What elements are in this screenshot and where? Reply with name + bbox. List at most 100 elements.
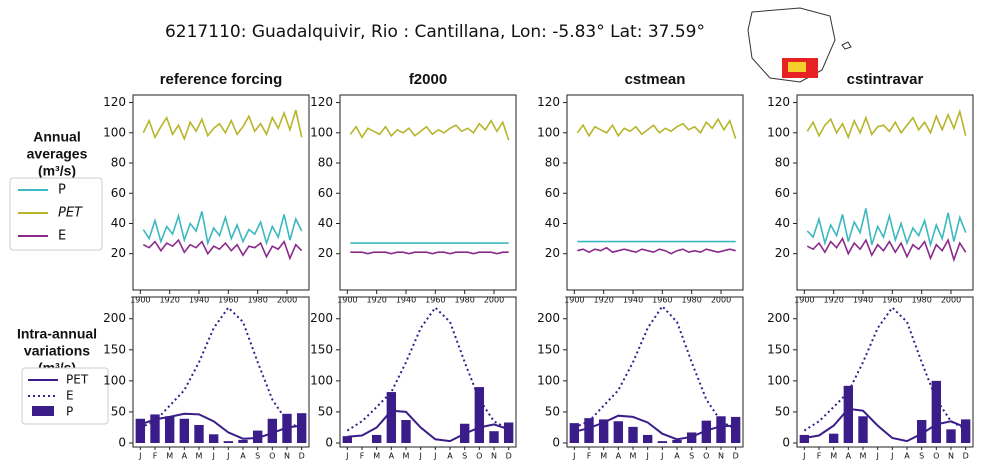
plot-area	[132, 94, 310, 291]
y-tick-label: 100	[103, 373, 126, 387]
x-tick-label: 1980	[681, 296, 701, 305]
bar	[931, 380, 942, 443]
bar	[194, 424, 204, 443]
x-tick-label: S	[689, 452, 694, 461]
x-tick-label: A	[389, 452, 395, 461]
x-tick-label: N	[284, 452, 290, 461]
x-tick-label: N	[491, 452, 497, 461]
y-tick-label: 100	[537, 373, 560, 387]
x-tick-label: M	[196, 452, 203, 461]
x-tick-label: S	[255, 452, 260, 461]
x-tick-label: 1900	[337, 296, 357, 305]
y-tick-label: 150	[767, 342, 790, 356]
row-label-line: averages	[27, 146, 88, 162]
bar	[960, 419, 971, 443]
bar	[386, 392, 397, 443]
bar	[686, 432, 697, 443]
bar	[799, 434, 810, 443]
bar	[489, 431, 499, 443]
y-tick-label: 80	[545, 156, 560, 170]
y-tick-label: 20	[775, 246, 790, 260]
series-line	[142, 211, 303, 246]
row-label-line: variations	[24, 343, 90, 359]
x-tick-label: 1980	[454, 296, 474, 305]
y-tick-label: 120	[103, 95, 126, 109]
x-tick-label: D	[963, 452, 969, 461]
y-tick-label: 50	[545, 404, 560, 418]
y-tick-label: 120	[537, 95, 560, 109]
series-line	[573, 304, 737, 431]
y-tick-label: 120	[310, 95, 333, 109]
x-tick-label: J	[572, 452, 575, 461]
x-tick-label: J	[345, 452, 348, 461]
bar	[296, 413, 307, 443]
legend-label: PET	[66, 373, 89, 387]
row-label-line: Annual	[33, 129, 80, 145]
x-tick-label: 1960	[218, 296, 238, 305]
bar	[238, 439, 248, 443]
row-label-line: (m³/s)	[38, 163, 76, 179]
y-tick-label: 20	[545, 246, 560, 260]
panel-title: cstintravar	[847, 71, 924, 88]
bar	[628, 426, 638, 443]
series-line	[139, 412, 302, 440]
bar	[179, 418, 190, 443]
bar	[342, 436, 353, 443]
y-tick-label: 60	[111, 186, 126, 200]
x-tick-label: 1920	[593, 296, 613, 305]
x-tick-label: A	[240, 452, 246, 461]
x-tick-label: A	[674, 452, 680, 461]
y-tick-label: 200	[310, 311, 333, 325]
x-tick-label: 1960	[652, 296, 672, 305]
x-tick-label: 1940	[189, 296, 209, 305]
x-tick-label: 1980	[911, 296, 931, 305]
x-tick-label: D	[733, 452, 739, 461]
y-tick-label: 80	[318, 156, 333, 170]
x-tick-label: O	[703, 452, 709, 461]
y-tick-label: 40	[775, 216, 790, 230]
series-line	[806, 208, 967, 248]
x-tick-label: 1960	[882, 296, 902, 305]
x-tick-label: M	[403, 452, 410, 461]
y-tick-label: 20	[111, 246, 126, 260]
x-tick-label: N	[718, 452, 724, 461]
y-tick-label: 60	[545, 186, 560, 200]
bar	[164, 416, 175, 443]
x-tick-label: O	[476, 452, 482, 461]
x-tick-label: M	[600, 452, 607, 461]
x-tick-label: 2000	[277, 296, 297, 305]
x-tick-label: M	[166, 452, 173, 461]
y-tick-label: 60	[318, 186, 333, 200]
x-tick-label: M	[630, 452, 637, 461]
series-line	[806, 108, 967, 140]
bar	[701, 420, 712, 443]
y-tick-label: 150	[310, 342, 333, 356]
x-tick-label: J	[433, 452, 436, 461]
x-tick-label: A	[447, 452, 453, 461]
y-tick-label: 100	[310, 373, 333, 387]
y-tick-label: 40	[545, 216, 560, 230]
plot-area	[339, 94, 517, 291]
y-tick-label: 80	[111, 156, 126, 170]
y-tick-label: 100	[767, 373, 790, 387]
bar	[730, 416, 741, 443]
x-tick-label: 1900	[564, 296, 584, 305]
y-tick-label: 50	[775, 404, 790, 418]
x-tick-label: 1940	[853, 296, 873, 305]
x-tick-label: M	[860, 452, 867, 461]
bar	[569, 423, 580, 443]
x-tick-label: 1900	[794, 296, 814, 305]
legend-label: P	[58, 183, 66, 198]
series-line	[346, 306, 510, 432]
plot-area	[132, 296, 310, 448]
x-tick-label: 2000	[941, 296, 961, 305]
bar	[916, 420, 927, 443]
series-line	[347, 409, 510, 443]
y-tick-label: 200	[537, 311, 560, 325]
series-line	[142, 238, 303, 261]
x-tick-label: J	[211, 452, 214, 461]
bar	[208, 434, 219, 443]
y-tick-label: 40	[318, 216, 333, 230]
plot-area	[566, 94, 744, 291]
